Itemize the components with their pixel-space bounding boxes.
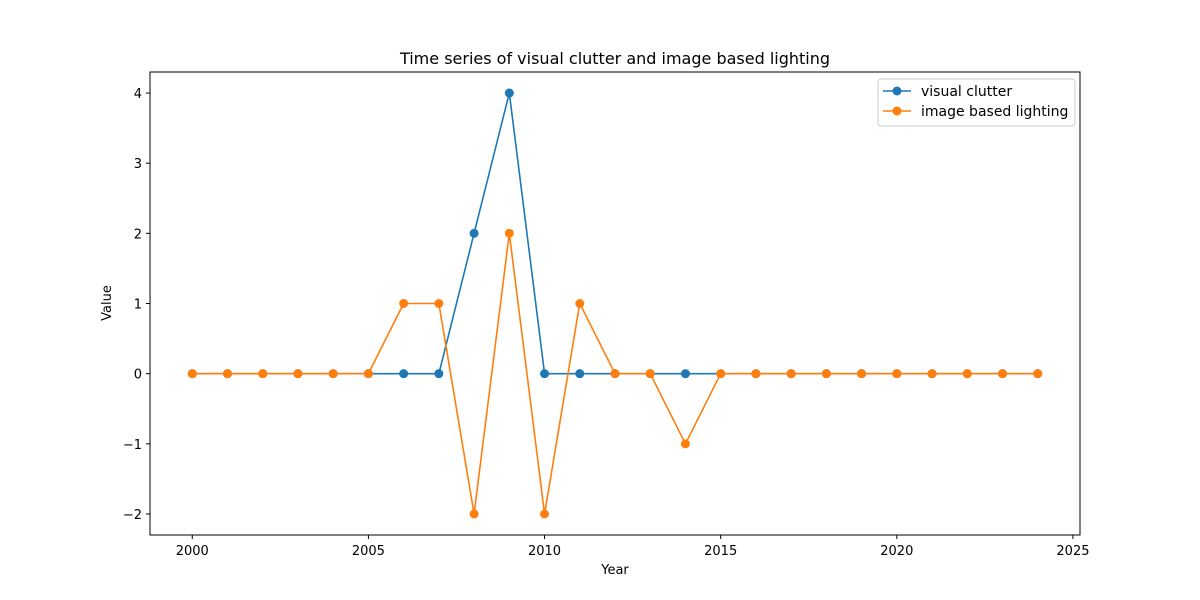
- x-tick-label: 2015: [704, 544, 737, 559]
- series-1-point: [504, 88, 514, 98]
- series-2-point: [399, 299, 409, 308]
- series-2-point: [962, 369, 972, 379]
- series-2-point: [540, 509, 550, 519]
- series-2-point: [504, 228, 514, 238]
- series-1-point: [469, 228, 479, 238]
- series-2-point: [293, 369, 303, 379]
- series-2-point: [892, 369, 902, 379]
- y-tick-label: 0: [134, 368, 142, 383]
- legend-label: image based lighting: [921, 104, 1068, 120]
- legend-box: [877, 78, 1076, 127]
- series-2-point: [857, 369, 867, 379]
- series-2-point: [751, 369, 761, 379]
- x-axis: 2000 2005 2010 2015 2020 2025: [176, 535, 1090, 559]
- series-2-point: [786, 369, 796, 379]
- y-tick-label: 3: [134, 157, 142, 172]
- series-2-point: [716, 369, 726, 379]
- series-2-point: [927, 369, 937, 379]
- x-tick-label: 2010: [528, 544, 561, 559]
- y-tick-label: 4: [134, 87, 142, 102]
- series-2-point: [328, 369, 338, 379]
- series-2-point: [1033, 369, 1043, 379]
- series-1-point: [540, 369, 550, 379]
- series-2-point: [575, 299, 585, 308]
- series-2-point: [821, 369, 831, 379]
- y-tick-label: −1: [123, 438, 142, 453]
- series-2-point: [187, 369, 197, 379]
- x-tick-label: 2020: [880, 544, 913, 559]
- series-1-point: [399, 369, 409, 379]
- y-axis-label: Value: [100, 285, 115, 321]
- series-2-point: [363, 369, 373, 379]
- series-2-point: [469, 509, 479, 519]
- y-axis: −2 −1 0 1 2 3 4: [123, 87, 150, 523]
- x-tick-label: 2000: [176, 544, 209, 559]
- y-tick-label: −2: [123, 508, 142, 523]
- series-1-point: [434, 369, 444, 379]
- y-tick-label: 2: [134, 227, 142, 242]
- series-2-point: [998, 369, 1007, 379]
- chart-title: Time series of visual clutter and image …: [399, 49, 830, 68]
- legend-swatch-marker: [892, 86, 902, 96]
- series-1-point: [680, 369, 690, 379]
- plot-area: [149, 71, 1081, 536]
- series-1-point: [575, 369, 585, 379]
- series-2-point: [680, 439, 690, 449]
- x-axis-label: Year: [600, 563, 629, 578]
- series-2-point: [258, 369, 268, 379]
- series-2-point: [223, 369, 232, 379]
- legend-swatch-marker: [892, 106, 902, 116]
- x-tick-label: 2005: [352, 544, 385, 559]
- legend: visual clutter image based lighting: [877, 78, 1076, 127]
- series-2-point: [645, 369, 655, 379]
- series-2-point: [434, 299, 444, 308]
- x-tick-label: 2025: [1056, 544, 1089, 559]
- legend-label: visual clutter: [921, 84, 1012, 100]
- y-tick-label: 1: [134, 298, 142, 313]
- series-2-point: [610, 369, 620, 379]
